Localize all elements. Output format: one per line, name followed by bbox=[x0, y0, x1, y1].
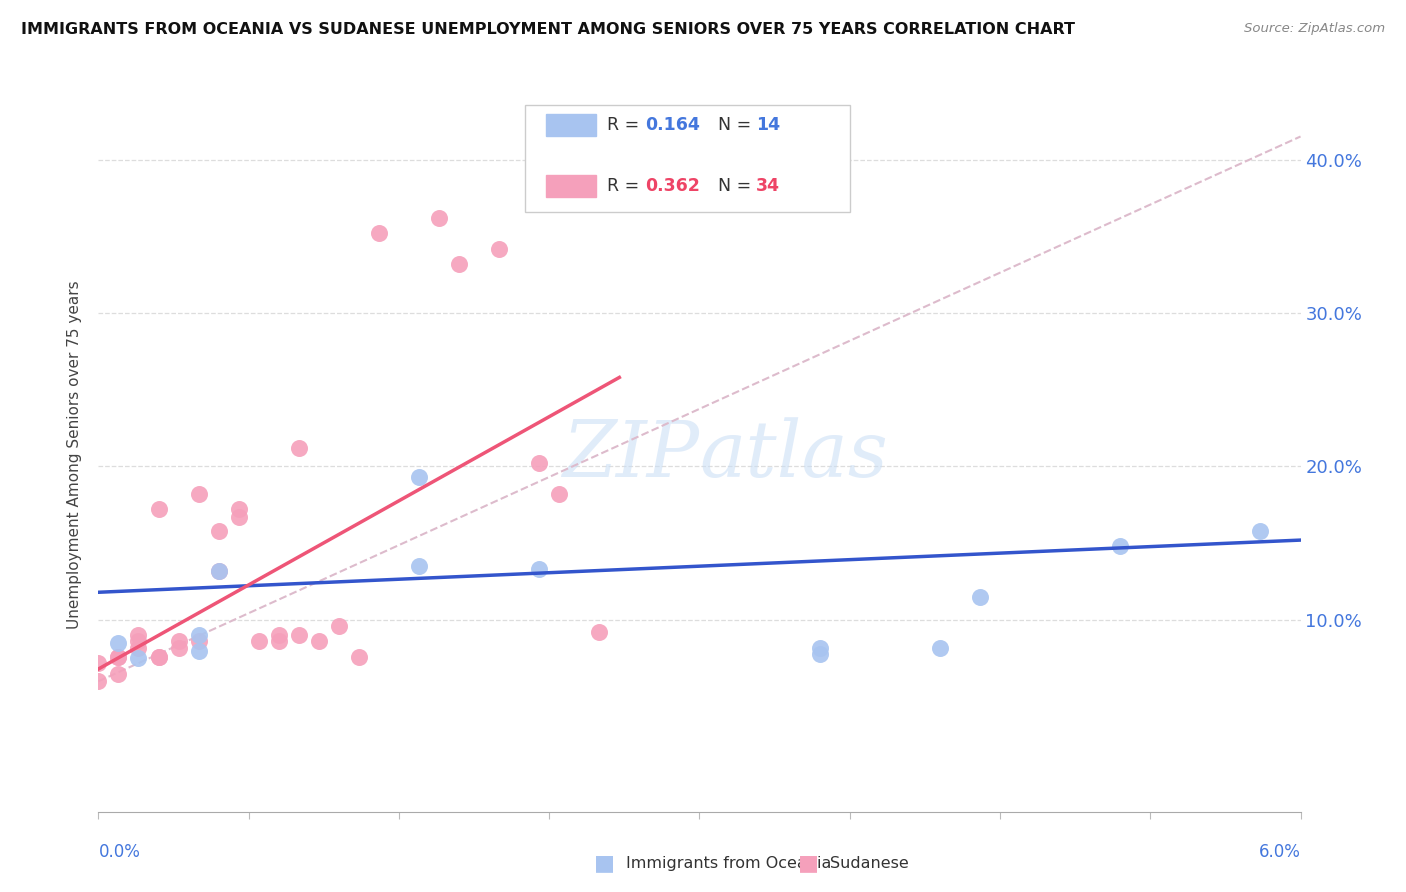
Point bbox=[267, 628, 290, 642]
Text: R =: R = bbox=[607, 116, 645, 134]
Point bbox=[1109, 539, 1132, 553]
Point bbox=[148, 649, 170, 664]
Point bbox=[128, 634, 150, 648]
Point bbox=[408, 470, 430, 484]
Text: IMMIGRANTS FROM OCEANIA VS SUDANESE UNEMPLOYMENT AMONG SENIORS OVER 75 YEARS COR: IMMIGRANTS FROM OCEANIA VS SUDANESE UNEM… bbox=[21, 22, 1076, 37]
Point bbox=[187, 628, 209, 642]
Text: N =: N = bbox=[717, 116, 756, 134]
Text: N =: N = bbox=[717, 177, 756, 194]
Point bbox=[187, 634, 209, 648]
Text: 0.164: 0.164 bbox=[645, 116, 700, 134]
Text: R =: R = bbox=[607, 177, 645, 194]
Text: Immigrants from Oceania: Immigrants from Oceania bbox=[626, 856, 831, 871]
Point bbox=[208, 564, 231, 578]
Point bbox=[447, 257, 470, 271]
Text: ■: ■ bbox=[799, 854, 818, 873]
Point bbox=[288, 628, 311, 642]
Point bbox=[247, 634, 270, 648]
Point bbox=[148, 649, 170, 664]
Text: ZIP: ZIP bbox=[562, 417, 700, 493]
Point bbox=[167, 634, 190, 648]
Text: ■: ■ bbox=[595, 854, 614, 873]
Point bbox=[1250, 524, 1272, 538]
Point bbox=[107, 649, 129, 664]
Point bbox=[187, 643, 209, 657]
Point bbox=[267, 634, 290, 648]
Text: Sudanese: Sudanese bbox=[830, 856, 908, 871]
Point bbox=[228, 510, 250, 524]
Point bbox=[107, 649, 129, 664]
Point bbox=[529, 456, 551, 470]
Point bbox=[187, 487, 209, 501]
Point bbox=[87, 674, 110, 689]
Point bbox=[548, 487, 571, 501]
Point bbox=[87, 656, 110, 670]
Text: 6.0%: 6.0% bbox=[1258, 843, 1301, 861]
Text: 0.0%: 0.0% bbox=[98, 843, 141, 861]
Text: Source: ZipAtlas.com: Source: ZipAtlas.com bbox=[1244, 22, 1385, 36]
Point bbox=[107, 636, 129, 650]
Y-axis label: Unemployment Among Seniors over 75 years: Unemployment Among Seniors over 75 years bbox=[67, 281, 83, 629]
Text: 14: 14 bbox=[756, 116, 780, 134]
Point bbox=[128, 640, 150, 655]
Point bbox=[328, 619, 350, 633]
Point bbox=[208, 524, 231, 538]
Point bbox=[408, 559, 430, 574]
Point bbox=[588, 625, 610, 640]
Point bbox=[148, 502, 170, 516]
Point bbox=[167, 640, 190, 655]
Point bbox=[228, 502, 250, 516]
Point bbox=[929, 640, 952, 655]
Point bbox=[808, 640, 831, 655]
Text: atlas: atlas bbox=[700, 417, 889, 493]
Point bbox=[308, 634, 330, 648]
Point bbox=[488, 242, 510, 256]
FancyBboxPatch shape bbox=[526, 105, 849, 212]
Bar bbox=[546, 175, 596, 197]
Point bbox=[529, 562, 551, 576]
Point bbox=[427, 211, 450, 225]
Text: 34: 34 bbox=[756, 177, 780, 194]
Point bbox=[969, 590, 991, 604]
Point bbox=[128, 628, 150, 642]
Point bbox=[288, 441, 311, 455]
Point bbox=[128, 651, 150, 665]
Point bbox=[808, 647, 831, 661]
Point bbox=[208, 564, 231, 578]
Text: 0.362: 0.362 bbox=[645, 177, 700, 194]
Point bbox=[368, 226, 391, 240]
Point bbox=[107, 666, 129, 681]
Point bbox=[347, 649, 370, 664]
Bar bbox=[546, 114, 596, 136]
